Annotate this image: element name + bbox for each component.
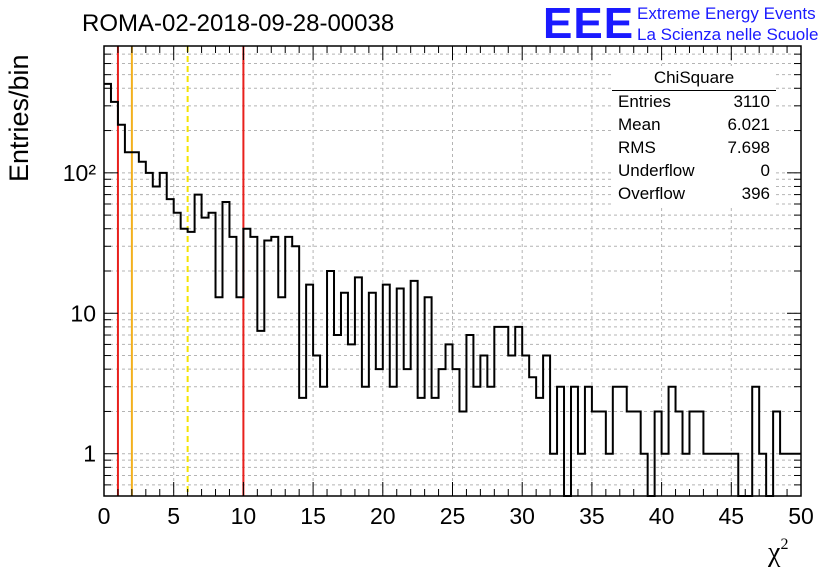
stats-row-underflow: Underflow 0 bbox=[618, 161, 770, 184]
y-tick-label: 10 bbox=[70, 300, 96, 326]
x-tick-label: 20 bbox=[370, 503, 396, 529]
y-axis-label: Entries/bin bbox=[4, 54, 34, 182]
histogram-steps bbox=[104, 82, 801, 497]
tick-labels: 0 5 10 15 20 25 30 35 40 45 50 1 10 10² bbox=[63, 160, 814, 529]
stats-key: Mean bbox=[618, 115, 661, 134]
x-tick-label: 5 bbox=[167, 503, 180, 529]
stats-row-rms: RMS 7.698 bbox=[618, 138, 770, 161]
stats-key: RMS bbox=[618, 138, 656, 157]
org-name-line1: Extreme Energy Events bbox=[637, 4, 816, 23]
eee-logo: EEE bbox=[543, 0, 635, 48]
stats-row-mean: Mean 6.021 bbox=[618, 115, 770, 138]
stats-key: Entries bbox=[618, 92, 671, 111]
axis-ticks bbox=[103, 45, 802, 497]
x-tick-label: 25 bbox=[440, 503, 466, 529]
stats-key: Underflow bbox=[618, 161, 695, 180]
run-title: ROMA-02-2018-09-28-00038 bbox=[82, 10, 395, 37]
stats-value: 3110 bbox=[733, 92, 770, 111]
stats-value: 7.698 bbox=[727, 138, 770, 157]
x-tick-label: 35 bbox=[579, 503, 605, 529]
x-tick-label: 45 bbox=[719, 503, 745, 529]
stats-row-overflow: Overflow 396 bbox=[618, 184, 770, 207]
org-name-line2: La Scienza nelle Scuole bbox=[637, 25, 819, 44]
x-axis-label: χ2 bbox=[768, 536, 789, 568]
y-tick-label: 1 bbox=[83, 441, 96, 467]
x-tick-label: 15 bbox=[300, 503, 326, 529]
x-tick-label: 0 bbox=[98, 503, 111, 529]
x-tick-label: 30 bbox=[509, 503, 535, 529]
stats-key: Overflow bbox=[618, 184, 686, 203]
stats-value: 396 bbox=[741, 184, 770, 203]
stats-value: 0 bbox=[760, 161, 770, 180]
stats-row-entries: Entries 3110 bbox=[618, 92, 770, 115]
x-tick-label: 50 bbox=[788, 503, 814, 529]
x-tick-label: 40 bbox=[649, 503, 675, 529]
stats-title: ChiSquare bbox=[653, 68, 735, 87]
stats-divider bbox=[612, 90, 776, 91]
y-tick-label: 10² bbox=[63, 160, 97, 186]
x-tick-label: 10 bbox=[231, 503, 257, 529]
stats-box: ChiSquare Entries 3110 Mean 6.021 RMS 7.… bbox=[612, 66, 776, 206]
stats-value: 6.021 bbox=[727, 115, 770, 134]
